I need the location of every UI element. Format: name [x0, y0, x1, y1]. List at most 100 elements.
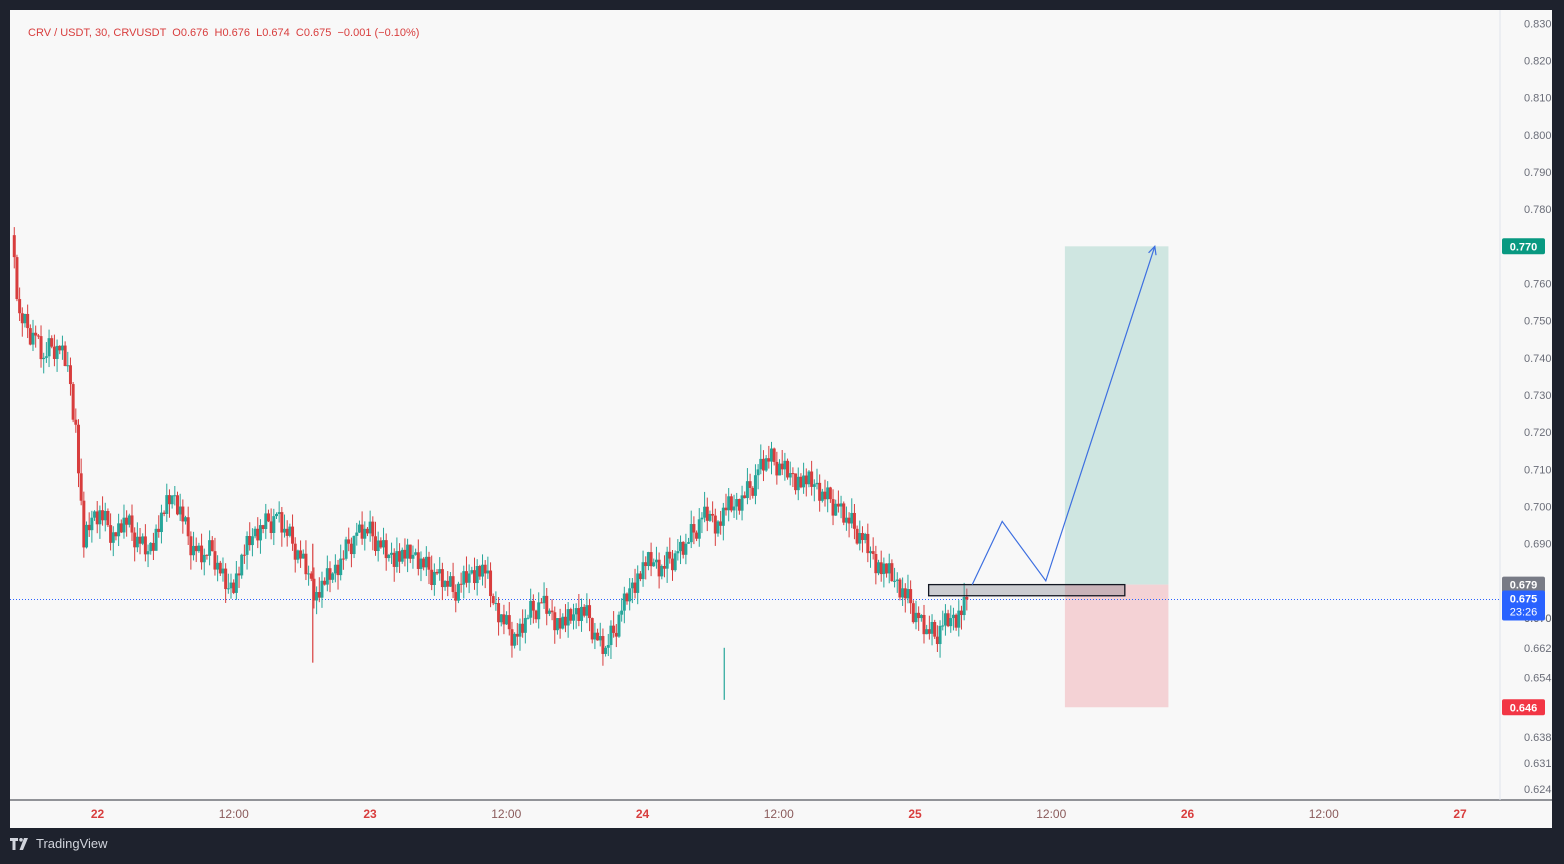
candle-body — [783, 460, 787, 470]
x-tick-label: 22 — [91, 807, 105, 821]
candle-body — [545, 595, 549, 614]
candle-body — [644, 562, 648, 567]
candle-body — [609, 625, 613, 646]
candle-body — [202, 554, 206, 563]
candle-body — [408, 544, 412, 559]
y-tick-label: 0.820 — [1524, 55, 1552, 67]
candle-body — [272, 516, 276, 533]
candle-body — [772, 448, 776, 462]
entry-price-label: 0.679 — [1510, 580, 1538, 592]
candlestick-chart[interactable]: 0.6240.6310.6380.6540.6620.6700.6900.700… — [10, 10, 1552, 828]
candle-body — [745, 481, 749, 499]
candle-body — [210, 540, 214, 552]
candle-body — [435, 571, 439, 574]
candle-body — [293, 543, 297, 560]
candle-body — [135, 536, 139, 548]
candle-body — [414, 552, 418, 555]
candle-body — [670, 558, 674, 571]
candle-body — [446, 580, 450, 587]
entry-zone-box — [927, 583, 1126, 597]
candle-body — [590, 618, 594, 640]
candle-body — [895, 579, 899, 581]
candle-body — [486, 570, 490, 574]
candle-body — [467, 573, 471, 583]
tradingview-brand: TradingView — [36, 836, 108, 851]
candle-body — [216, 562, 220, 570]
candle-body — [957, 610, 961, 628]
candle-body — [687, 542, 691, 544]
candle-body — [443, 580, 447, 588]
candle-body — [951, 614, 955, 619]
candle-body — [392, 552, 396, 567]
y-tick-label: 0.720 — [1524, 427, 1552, 439]
candle-body — [938, 625, 942, 645]
candle-body — [668, 551, 672, 559]
candle-body — [604, 647, 608, 654]
candle-body — [818, 482, 822, 501]
candle-body — [42, 357, 46, 360]
candle-body — [269, 521, 273, 533]
candle-body — [85, 524, 89, 548]
candle-body — [114, 532, 118, 537]
candle-body — [943, 613, 947, 626]
candle-body — [52, 346, 56, 359]
candle-body — [753, 475, 757, 496]
candle-body — [146, 551, 150, 555]
candle-body — [76, 424, 80, 474]
candle-body — [724, 507, 728, 511]
stop-price-badge — [1502, 699, 1545, 716]
candle-body — [705, 506, 709, 521]
footer-bar: TradingView — [10, 836, 108, 851]
y-tick-label: 0.750 — [1524, 316, 1552, 328]
x-tick-label: 12:00 — [1309, 807, 1339, 821]
legend-open: O0.676 — [172, 27, 209, 39]
candle-body — [224, 568, 228, 590]
current-price-badge — [1502, 590, 1545, 621]
candle-body — [769, 448, 773, 462]
candle-body — [339, 558, 343, 576]
current-price-label: 0.675 — [1510, 593, 1538, 605]
candle-body — [660, 566, 664, 577]
candle-body — [301, 553, 305, 559]
candle-body — [566, 609, 570, 626]
tradingview-logo-icon[interactable] — [10, 837, 30, 850]
candle-body — [807, 471, 811, 485]
candle-body — [15, 257, 19, 300]
candle-body — [622, 593, 626, 611]
candle-body — [101, 510, 105, 521]
candle-body — [328, 568, 332, 580]
candle-body — [729, 496, 733, 511]
candle-body — [636, 573, 640, 593]
candle-body — [264, 513, 268, 530]
candle-body — [170, 495, 174, 505]
candle-body — [569, 609, 573, 621]
candle-body — [874, 553, 878, 574]
candle-body — [662, 566, 666, 569]
candle-body — [676, 551, 680, 554]
candle-body — [200, 545, 204, 563]
candle-body — [515, 633, 519, 637]
candle-body — [205, 554, 209, 556]
candle-body — [382, 540, 386, 548]
candle-body — [919, 614, 923, 619]
candle-body — [63, 345, 67, 367]
candle-body — [847, 517, 851, 524]
y-tick-label: 0.638 — [1524, 732, 1552, 744]
chart-panel[interactable]: 0.6240.6310.6380.6540.6620.6700.6900.700… — [10, 10, 1552, 828]
legend-symbol: CRV / USDT, 30, CRVUSDT — [28, 27, 167, 39]
y-tick-label: 0.662 — [1524, 643, 1552, 655]
candle-body — [331, 573, 335, 580]
candle-body — [868, 551, 872, 554]
candle-body — [250, 536, 254, 546]
candle-body — [788, 473, 792, 478]
candle-body — [836, 503, 840, 507]
candle-body — [695, 532, 699, 539]
candle-body — [277, 512, 281, 514]
y-tick-label: 0.760 — [1524, 278, 1552, 290]
candle-body — [539, 602, 543, 604]
legend-high: H0.676 — [214, 27, 250, 39]
candle-body — [454, 592, 458, 601]
candle-body — [117, 523, 121, 537]
candle-body — [871, 551, 875, 554]
candle-body — [165, 495, 169, 514]
